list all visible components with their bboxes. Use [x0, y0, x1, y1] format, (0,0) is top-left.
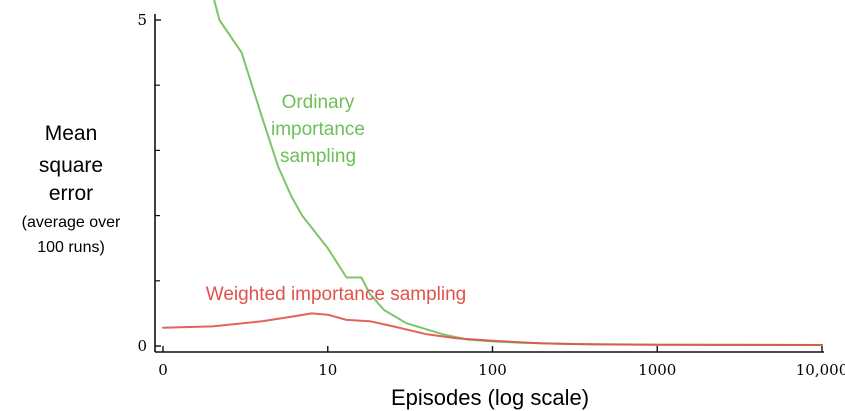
series-label-weighted: Weighted importance sampling: [206, 284, 467, 305]
y-axis-sublabel-line: (average over: [22, 214, 121, 231]
x-tick-label: 100: [478, 361, 507, 379]
y-tick-label: 0: [137, 337, 147, 355]
x-axis-label: Episodes (log scale): [391, 385, 589, 410]
y-axis-label-line: square: [39, 154, 103, 177]
series-layer: [162, 0, 823, 346]
axes: 0 5 0 10 100 1000 10,000: [137, 11, 845, 379]
series-label-ordinary: sampling: [280, 146, 356, 167]
series-line-1: [162, 312, 823, 346]
x-tick-label: 10,000: [796, 361, 845, 379]
y-axis-sublabel-line: 100 runs): [37, 239, 105, 256]
y-tick-label: 5: [137, 11, 147, 29]
series-label-ordinary: importance: [271, 119, 365, 140]
x-tick-label: 1000: [638, 361, 676, 379]
y-axis-label-line: error: [49, 182, 93, 205]
y-axis-label-line: Mean: [45, 122, 98, 145]
x-tick-label: 10: [318, 361, 337, 379]
labels-layer: Episodes (log scale) Mean square error (aver…: [22, 92, 589, 410]
series-label-ordinary: Ordinary: [282, 92, 355, 113]
x-tick-label: 0: [158, 361, 168, 379]
